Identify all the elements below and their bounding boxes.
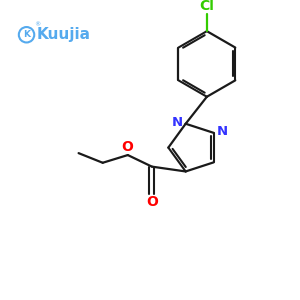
Text: Cl: Cl: [200, 0, 214, 13]
Text: ®: ®: [34, 22, 41, 27]
Text: N: N: [217, 125, 228, 138]
Text: K: K: [23, 30, 30, 39]
Text: Kuujia: Kuujia: [36, 27, 90, 42]
Text: O: O: [121, 140, 133, 154]
Text: N: N: [172, 116, 183, 129]
Text: O: O: [146, 195, 158, 209]
